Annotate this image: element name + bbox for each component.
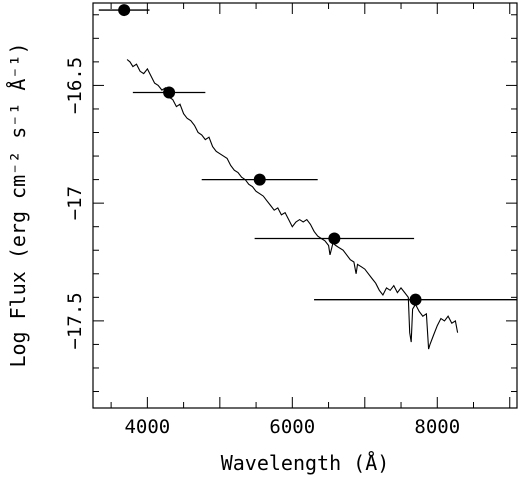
plot-frame (92, 2, 518, 409)
y-tick-label: −17 (64, 186, 86, 220)
data-point (328, 232, 341, 245)
y-tick-label: −16.5 (64, 57, 86, 114)
x-tick-label: 4000 (124, 416, 170, 438)
series-layer (98, 4, 517, 350)
spectrum-line (126, 59, 459, 350)
x-axis-title: Wavelength (Å) (221, 451, 390, 475)
y-tick-label: −17.5 (64, 292, 86, 349)
x-tick-label: 6000 (269, 416, 315, 438)
y-axis-title: Log Flux (erg cm⁻² s⁻¹ Å⁻¹) (6, 42, 30, 367)
data-point (253, 173, 266, 186)
axis-ticks (93, 3, 517, 408)
data-point (409, 293, 422, 306)
data-point (118, 4, 131, 17)
x-tick-label: 8000 (414, 416, 460, 438)
data-point (163, 86, 176, 99)
axis-tick-labels: 4000 6000 8000 −16.5 −17 −17.5 (64, 57, 460, 438)
